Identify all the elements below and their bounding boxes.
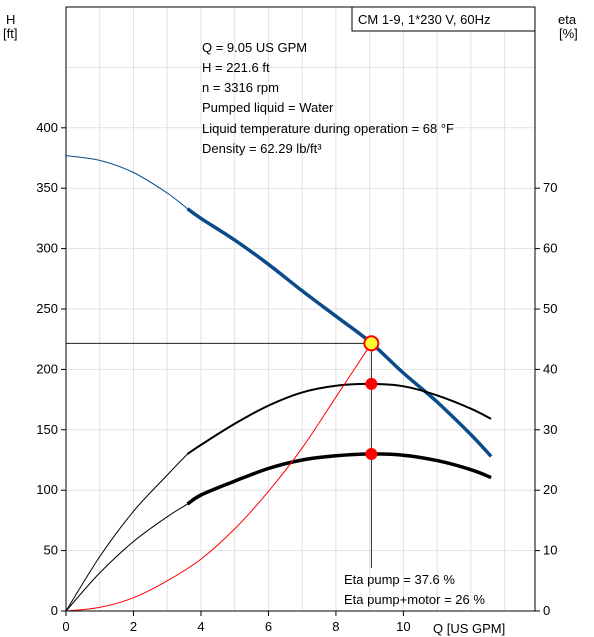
x-tick-label-4: 8	[332, 619, 339, 634]
eta-pump-text: Eta pump = 37.6 %	[344, 572, 455, 587]
info-line-temperature: Liquid temperature during operation = 68…	[202, 121, 454, 136]
right-tick-label-1: 10	[543, 543, 557, 558]
left-tick-label-3: 150	[36, 422, 58, 437]
left-axis-label-h: H	[6, 12, 15, 27]
right-axis-label-unit: [%]	[559, 26, 578, 41]
axis-ticks-layer: 0 50 100 150 200 250 300 350 400 0 10 20 30 40 50 60 70 0…	[36, 120, 557, 634]
right-tick-label-4: 40	[543, 361, 557, 376]
title-box	[351, 6, 536, 32]
operating-info: Q = 9.05 US GPM H = 221.6 ft n = 3316 rp…	[202, 40, 454, 156]
eta-pump-point	[365, 377, 378, 390]
eta-pump-motor-text: Eta pump+motor = 26 %	[344, 592, 485, 607]
duty-point-marker	[363, 335, 380, 352]
x-tick-label-5: 10	[396, 619, 410, 634]
right-tick-label-5: 50	[543, 301, 557, 316]
system-curve	[65, 343, 372, 612]
eta-pump-motor-curve-thick	[186, 452, 492, 506]
left-tick-label-8: 400	[36, 120, 58, 135]
info-line-speed: n = 3316 rpm	[202, 80, 279, 95]
grid-lines	[66, 7, 535, 611]
right-tick-label-6: 60	[543, 241, 557, 256]
efficiency-info: Eta pump = 37.6 % Eta pump+motor = 26 %	[344, 572, 485, 607]
left-axis-label-unit: [ft]	[3, 26, 17, 41]
x-tick-label-3: 6	[265, 619, 272, 634]
head-curve-thick	[186, 207, 493, 458]
left-tick-label-2: 100	[36, 482, 58, 497]
x-tick-label-1: 2	[130, 619, 137, 634]
right-tick-label-2: 20	[543, 482, 557, 497]
info-line-density: Density = 62.29 lb/ft³	[202, 141, 322, 156]
info-line-head: H = 221.6 ft	[202, 60, 270, 75]
left-tick-label-5: 250	[36, 301, 58, 316]
eta-pump-curve-thick	[186, 382, 492, 455]
info-line-liquid: Pumped liquid = Water	[202, 100, 334, 115]
plot-frame	[65, 6, 536, 612]
eta-pump-motor-point	[365, 447, 378, 460]
right-tick-label-7: 70	[543, 180, 557, 195]
left-tick-label-0: 0	[51, 603, 58, 618]
right-tick-label-3: 30	[543, 422, 557, 437]
right-axis-label-eta: eta	[558, 12, 577, 27]
head-curve-thin	[65, 155, 188, 210]
x-tick-label-0: 0	[62, 619, 69, 634]
x-tick-label-2: 4	[197, 619, 204, 634]
left-tick-label-1: 50	[44, 543, 58, 558]
left-tick-label-7: 350	[36, 180, 58, 195]
x-axis-label: Q [US GPM]	[433, 621, 505, 636]
eta-pump-curve-thin	[65, 453, 188, 612]
left-tick-label-4: 200	[36, 361, 58, 376]
duty-point-layer	[66, 335, 380, 568]
info-line-flow: Q = 9.05 US GPM	[202, 40, 307, 55]
right-tick-label-0: 0	[543, 603, 550, 618]
left-tick-label-6: 300	[36, 241, 58, 256]
title-box-text: CM 1-9, 1*230 V, 60Hz	[358, 12, 490, 27]
eta-pump-motor-curve-thin	[65, 503, 188, 612]
curves-layer	[65, 155, 493, 612]
